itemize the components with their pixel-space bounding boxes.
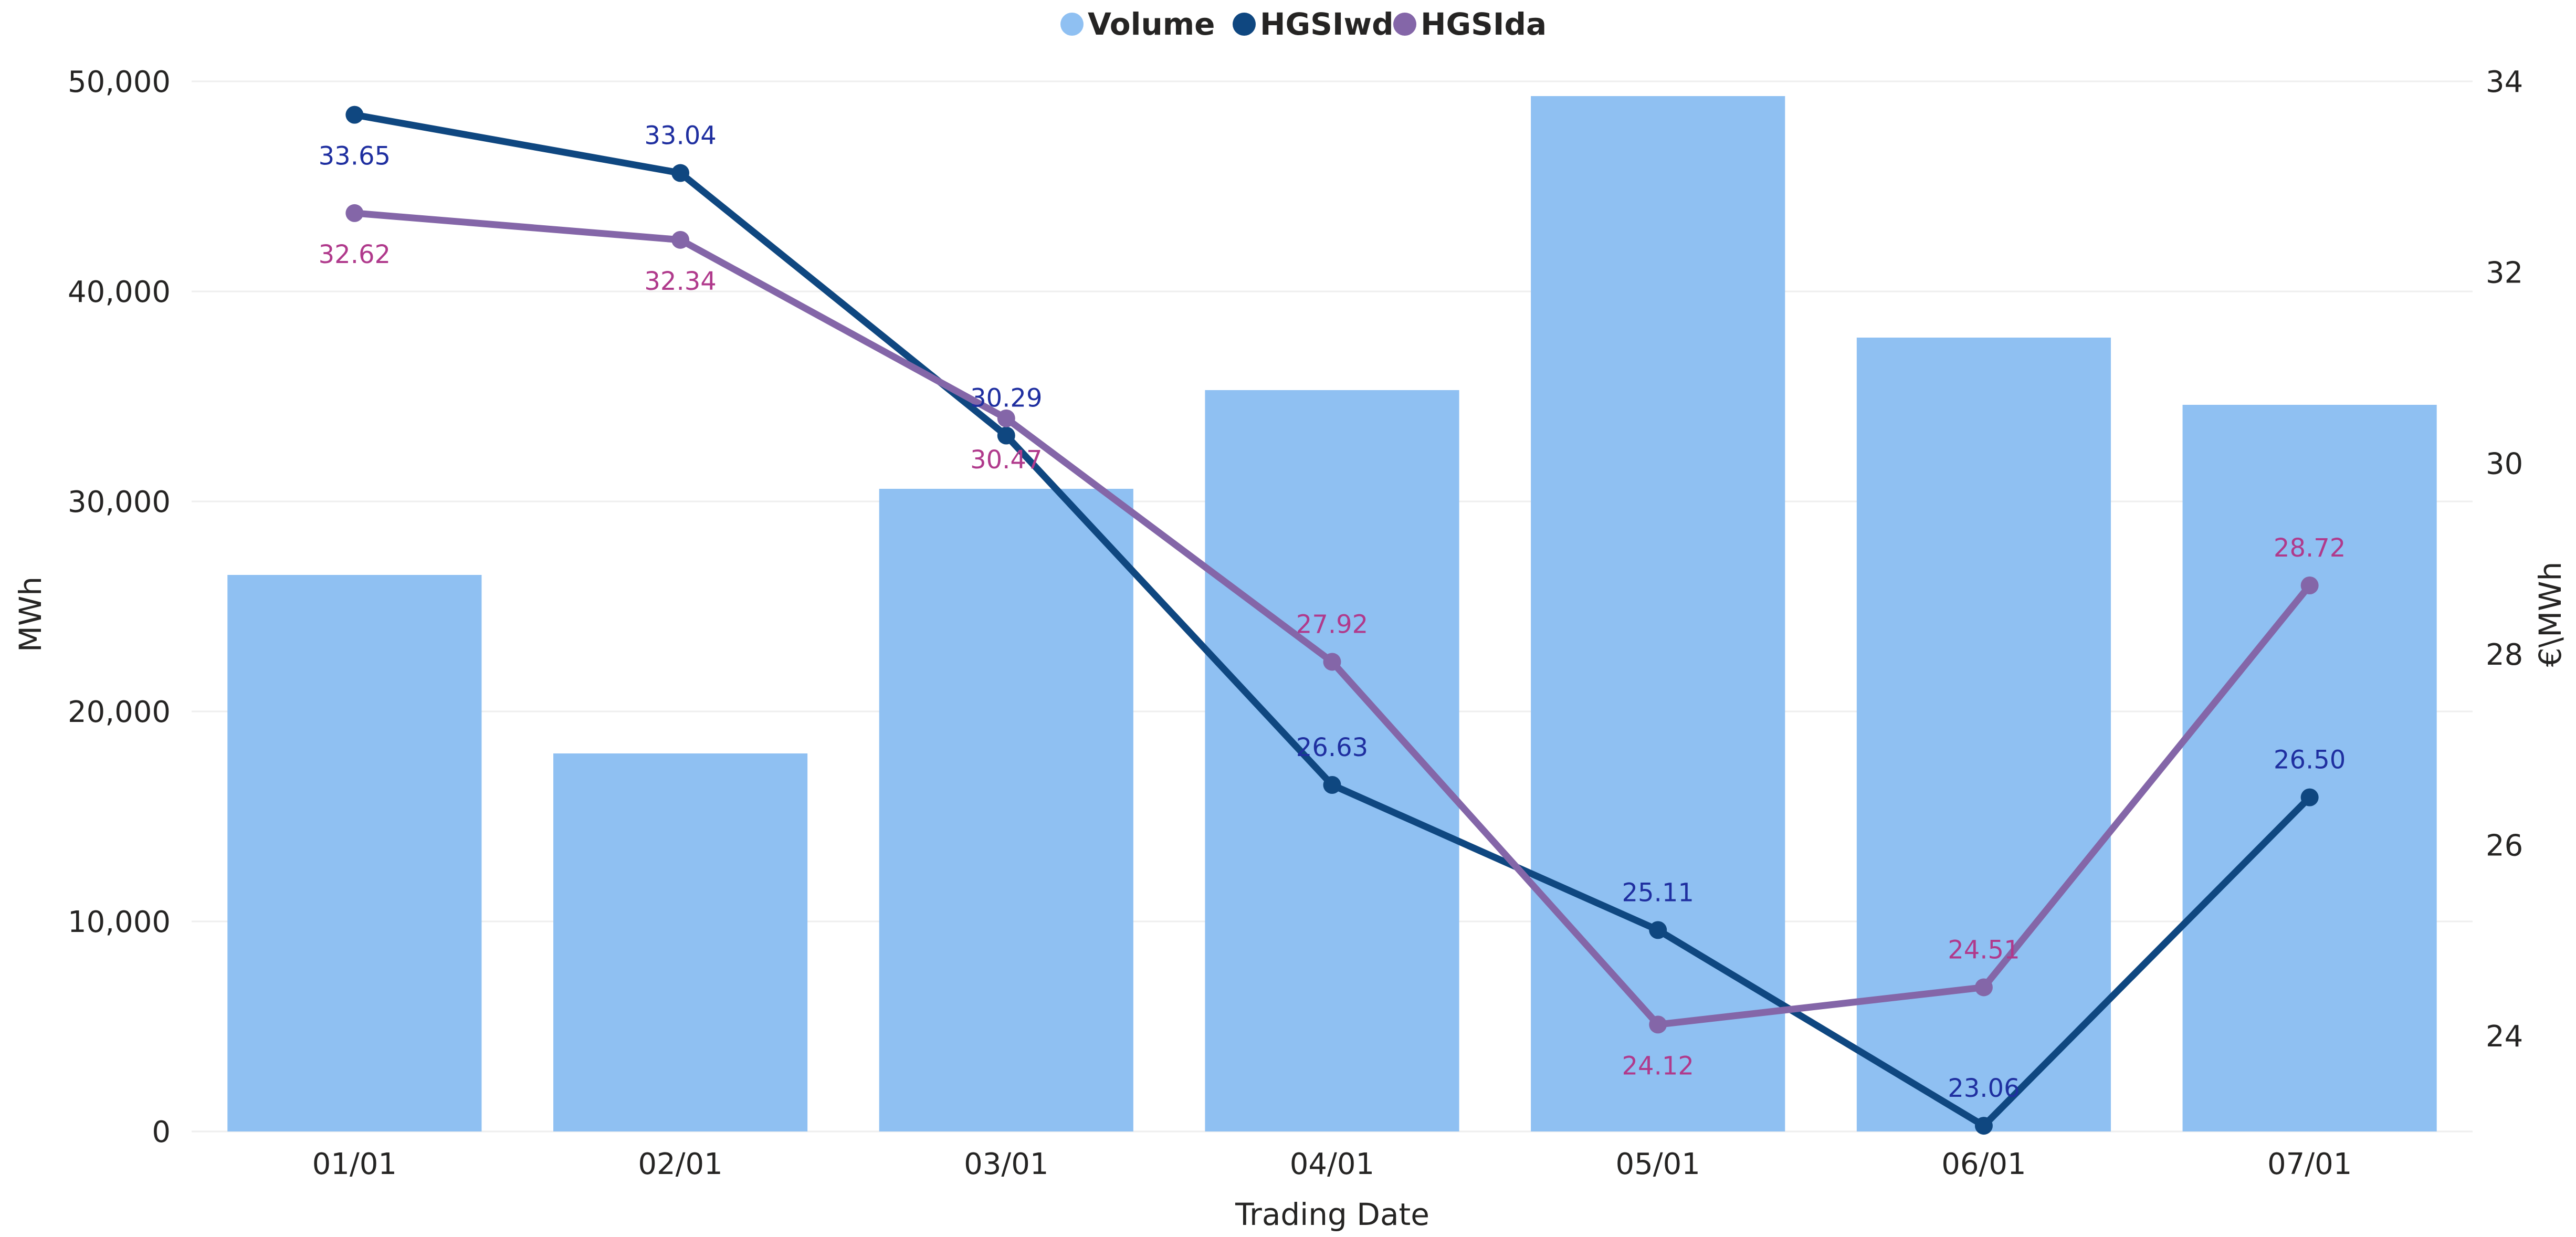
x-tick-label: 06/01 [1941, 1147, 2026, 1181]
y-tick-label: 10,000 [68, 905, 171, 939]
legend-label-volume: Volume [1088, 6, 1215, 42]
x-axis-title: Trading Date [1235, 1197, 1429, 1232]
x-tick-label: 03/01 [964, 1147, 1048, 1181]
data-label-hgsiwd: 26.63 [1296, 733, 1368, 762]
data-label-hgsida: 27.92 [1296, 610, 1368, 639]
y2-tick-label: 28 [2486, 638, 2523, 672]
y2-tick-label: 24 [2486, 1020, 2523, 1054]
data-label-hgsida: 28.72 [2274, 533, 2346, 563]
y2-tick-label: 32 [2486, 256, 2523, 290]
data-label-hgsida: 32.34 [644, 267, 716, 296]
data-label-hgsiwd: 23.06 [1948, 1074, 2020, 1103]
data-labels: 33.65 33.04 30.29 26.63 25.11 23.06 26.50 32.62… [319, 121, 2346, 1104]
legend-marker-hgsiwd [1233, 13, 1256, 36]
legend: Volume HGSIwd HGSIda [1060, 6, 1547, 42]
data-label-hgsiwd: 33.65 [319, 142, 391, 171]
data-label-hgsida: 32.62 [319, 240, 391, 269]
x-axis-ticks: 01/01 02/01 03/01 04/01 05/01 06/01 07/01 [312, 1147, 2352, 1181]
x-tick-label: 02/01 [638, 1147, 722, 1181]
legend-label-hgsida: HGSIda [1421, 6, 1547, 42]
volume-bar [227, 575, 482, 1131]
data-label-hgsida: 30.47 [970, 445, 1042, 475]
data-point-hgsiwd [997, 426, 1015, 445]
y-tick-label: 50,000 [68, 65, 171, 99]
data-point-hgsiwd [345, 106, 364, 124]
x-tick-label: 07/01 [2267, 1147, 2352, 1181]
y2-tick-label: 34 [2486, 65, 2523, 99]
y-tick-label: 40,000 [68, 275, 171, 309]
y2-tick-label: 26 [2486, 829, 2523, 863]
x-tick-label: 04/01 [1290, 1147, 1374, 1181]
data-point-hgsiwd [1649, 921, 1667, 939]
data-point-hgsiwd [1323, 776, 1341, 794]
volume-bar [879, 489, 1133, 1131]
data-point-hgsida [345, 204, 364, 222]
volume-bar [2182, 405, 2437, 1131]
y-tick-label: 30,000 [68, 485, 171, 519]
legend-marker-volume [1060, 13, 1084, 36]
data-label-hgsiwd: 30.29 [970, 384, 1042, 413]
data-label-hgsida: 24.12 [1622, 1051, 1694, 1081]
data-point-hgsida [997, 409, 1015, 427]
data-label-hgsiwd: 33.04 [644, 121, 716, 151]
y-tick-label: 20,000 [68, 695, 171, 729]
data-point-hgsida [1649, 1015, 1667, 1034]
y-axis-right-ticks: 24 26 28 30 32 34 [2486, 65, 2523, 1054]
data-point-hgsiwd [1974, 1117, 1993, 1135]
x-tick-label: 01/01 [312, 1147, 397, 1181]
y-axis-left-ticks: 0 10,000 20,000 30,000 40,000 50,000 [68, 65, 171, 1149]
data-point-hgsida [2300, 576, 2319, 594]
volume-bar [1531, 96, 1785, 1131]
price-points [345, 106, 2319, 1135]
legend-label-hgsiwd: HGSIwd [1260, 6, 1394, 42]
data-label-hgsiwd: 25.11 [1622, 878, 1694, 907]
data-point-hgsida [1974, 978, 1993, 997]
data-point-hgsiwd [671, 164, 690, 182]
data-label-hgsiwd: 26.50 [2274, 746, 2346, 775]
y-axis-left-title: MWh [13, 576, 48, 652]
data-point-hgsiwd [2300, 788, 2319, 806]
legend-marker-hgsida [1393, 13, 1416, 36]
y-axis-right-title: €\MWh [2532, 562, 2568, 667]
y-tick-label: 0 [152, 1115, 171, 1149]
data-label-hgsida: 24.51 [1948, 935, 2020, 965]
x-tick-label: 05/01 [1616, 1147, 1700, 1181]
volume-bar [553, 753, 808, 1131]
y2-tick-label: 30 [2486, 447, 2523, 481]
volume-bar [1856, 338, 2111, 1131]
data-point-hgsida [671, 230, 690, 249]
data-point-hgsida [1323, 653, 1341, 671]
